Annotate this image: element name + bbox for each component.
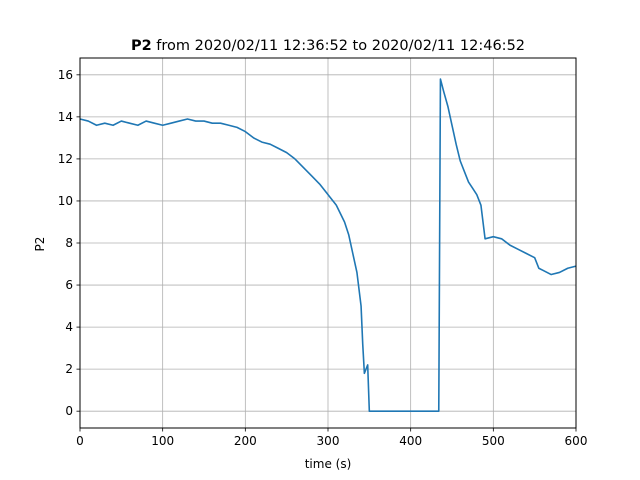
y-tick-label: 6 [65,278,73,292]
y-tick-label: 14 [58,110,73,124]
y-axis-label: P2 [33,237,47,252]
y-tick-label: 10 [58,194,73,208]
x-tick-label: 100 [151,434,174,448]
grid [79,58,577,428]
y-tick-label: 12 [58,152,73,166]
x-tick-label: 200 [234,434,257,448]
y-tick-label: 0 [65,404,73,418]
x-tick-label: 600 [565,434,588,448]
chart-title-rest: from 2020/02/11 12:36:52 to 2020/02/11 1… [152,38,525,54]
y-tick-label: 8 [65,236,73,250]
x-tick-label: 400 [399,434,422,448]
series-line-0 [79,78,577,412]
x-tick-label: 300 [317,434,340,448]
x-tick-label: 0 [76,434,84,448]
x-axis-label: time (s) [305,457,352,471]
chart-title: P2 from 2020/02/11 12:36:52 to 2020/02/1… [131,38,525,54]
chart-title-bold: P2 [131,38,152,54]
ticks: 0 100 200 300 400 500 600 0 2 4 6 8 10 12 14 16 [58,68,588,448]
axes-frame [79,57,577,429]
plot-area [79,78,577,412]
y-tick-label: 4 [65,320,73,334]
y-tick-label: 16 [58,68,73,82]
y-tick-label: 2 [65,362,73,376]
x-tick-label: 500 [482,434,505,448]
